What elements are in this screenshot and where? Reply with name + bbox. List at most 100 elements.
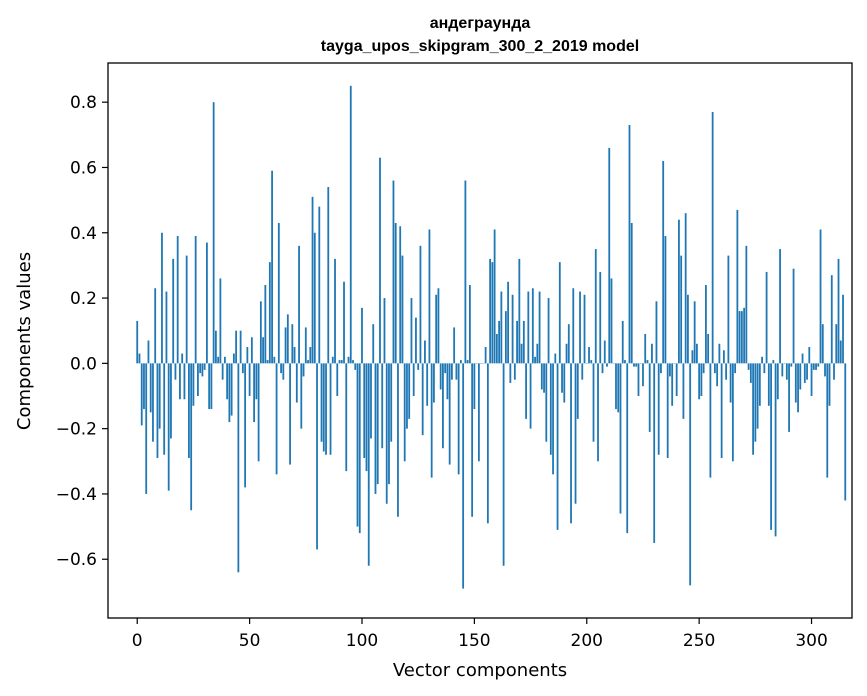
bar: [752, 363, 754, 455]
bar: [509, 363, 512, 383]
bar: [304, 327, 307, 364]
bar: [179, 363, 181, 400]
bar: [833, 363, 835, 380]
bar: [830, 275, 833, 364]
bar: [617, 363, 620, 413]
bar: [558, 262, 561, 364]
bar: [545, 363, 548, 442]
bar: [486, 363, 489, 524]
x-tick-label: 200: [571, 631, 603, 651]
chart-subtitle: tayga_upos_skipgram_300_2_2019 model: [321, 38, 639, 55]
bar: [266, 360, 269, 364]
bar: [194, 236, 197, 364]
bar: [219, 278, 222, 364]
bar: [338, 360, 341, 364]
bar: [554, 353, 557, 364]
bar: [655, 301, 658, 364]
bar: [206, 242, 208, 364]
bar: [399, 226, 402, 364]
axes-group: 0 50 100 150 200 250 300 −0.6 −0.4 −0.2 0.0 0.2 0.4 0…: [56, 93, 828, 651]
bar: [844, 363, 847, 501]
bar: [803, 363, 806, 383]
bar: [385, 363, 388, 504]
bar: [320, 363, 323, 442]
bar: [801, 353, 804, 364]
bar: [599, 271, 602, 364]
bar: [358, 363, 361, 534]
bar: [367, 363, 370, 566]
chart-title: андеграунда: [430, 15, 531, 32]
bar: [675, 363, 678, 396]
bar: [406, 363, 408, 429]
bar: [259, 301, 262, 364]
bar: [484, 347, 487, 364]
bar: [779, 249, 781, 364]
bar: [628, 125, 631, 364]
bar: [340, 360, 343, 364]
bar: [498, 320, 501, 364]
bar: [343, 281, 345, 364]
bar: [464, 180, 467, 364]
bar: [433, 363, 435, 403]
bar: [502, 363, 505, 566]
bar: [666, 363, 669, 459]
bar: [678, 219, 680, 364]
bar: [221, 363, 224, 380]
bar: [241, 363, 244, 374]
bar: [837, 258, 840, 364]
bar: [172, 258, 175, 364]
bar: [363, 363, 366, 459]
bar: [311, 196, 314, 364]
bar: [237, 363, 240, 573]
bar: [785, 363, 788, 380]
bar: [491, 262, 494, 364]
bar: [302, 363, 305, 377]
bar: [819, 229, 822, 364]
bar: [781, 363, 784, 377]
bar: [718, 343, 721, 364]
bar: [680, 255, 683, 364]
bar: [716, 363, 719, 387]
bar: [262, 337, 264, 364]
bar: [271, 170, 273, 364]
bar: [549, 363, 552, 455]
bar: [374, 363, 377, 494]
bar: [421, 363, 424, 436]
bar: [619, 363, 622, 514]
bar: [734, 363, 737, 374]
bar: [451, 363, 453, 380]
bar: [161, 232, 163, 364]
bar: [687, 294, 689, 364]
bar: [415, 317, 417, 364]
bar: [307, 360, 309, 364]
bar: [300, 363, 303, 429]
bar: [826, 363, 829, 478]
bar: [192, 363, 195, 406]
bar: [720, 363, 723, 459]
bar: [597, 363, 599, 462]
bar: [743, 307, 746, 364]
bar: [462, 363, 465, 589]
bar: [776, 363, 779, 400]
bar: [354, 363, 357, 370]
bar: [397, 363, 399, 517]
bar: [185, 255, 188, 364]
bar: [309, 347, 312, 364]
bar: [318, 206, 321, 364]
bar: [518, 258, 521, 364]
bar: [507, 281, 509, 364]
bar: [489, 258, 492, 364]
x-tick-label: 300: [795, 631, 827, 651]
bar: [722, 350, 725, 364]
bar: [817, 363, 820, 367]
x-tick-label: 150: [458, 631, 490, 651]
bar: [606, 363, 608, 367]
bar: [828, 363, 831, 406]
bar: [138, 353, 141, 364]
bar: [284, 327, 287, 364]
plot-area-frame: [107, 62, 853, 619]
bar: [329, 363, 332, 455]
bar: [201, 363, 204, 377]
bar: [770, 363, 772, 530]
